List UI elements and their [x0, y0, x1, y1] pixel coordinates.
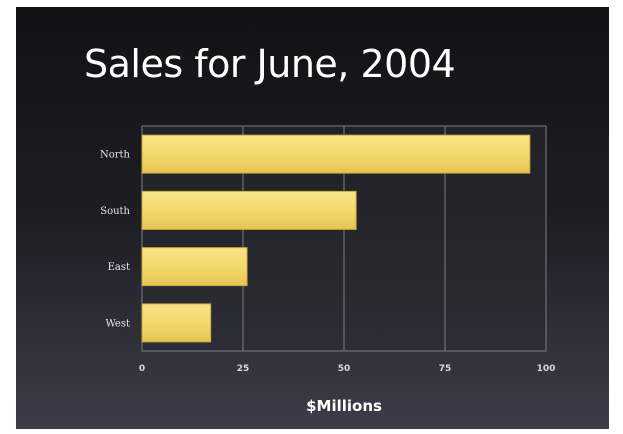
chart-title: Sales for June, 2004 [84, 42, 456, 86]
x-tick-label: 0 [139, 364, 145, 374]
x-tick-label: 75 [439, 364, 452, 374]
bar-east [141, 247, 248, 287]
y-category-label: East [108, 262, 130, 273]
bar-north [141, 134, 531, 174]
slide: Sales for June, 2004 0 25 50 75 100 North Sout… [16, 7, 609, 429]
x-tick-label: 50 [338, 364, 351, 374]
bar-chart: 0 25 50 75 100 North South East West $Millions [100, 125, 556, 415]
bar-west [141, 303, 212, 343]
x-axis-title: $Millions [306, 397, 382, 415]
x-tick-label: 100 [537, 364, 556, 374]
y-category-label: North [100, 150, 131, 161]
x-tick-label: 25 [237, 364, 250, 374]
y-category-label: South [100, 206, 130, 217]
bar-south [141, 190, 357, 230]
y-category-label: West [105, 318, 130, 329]
